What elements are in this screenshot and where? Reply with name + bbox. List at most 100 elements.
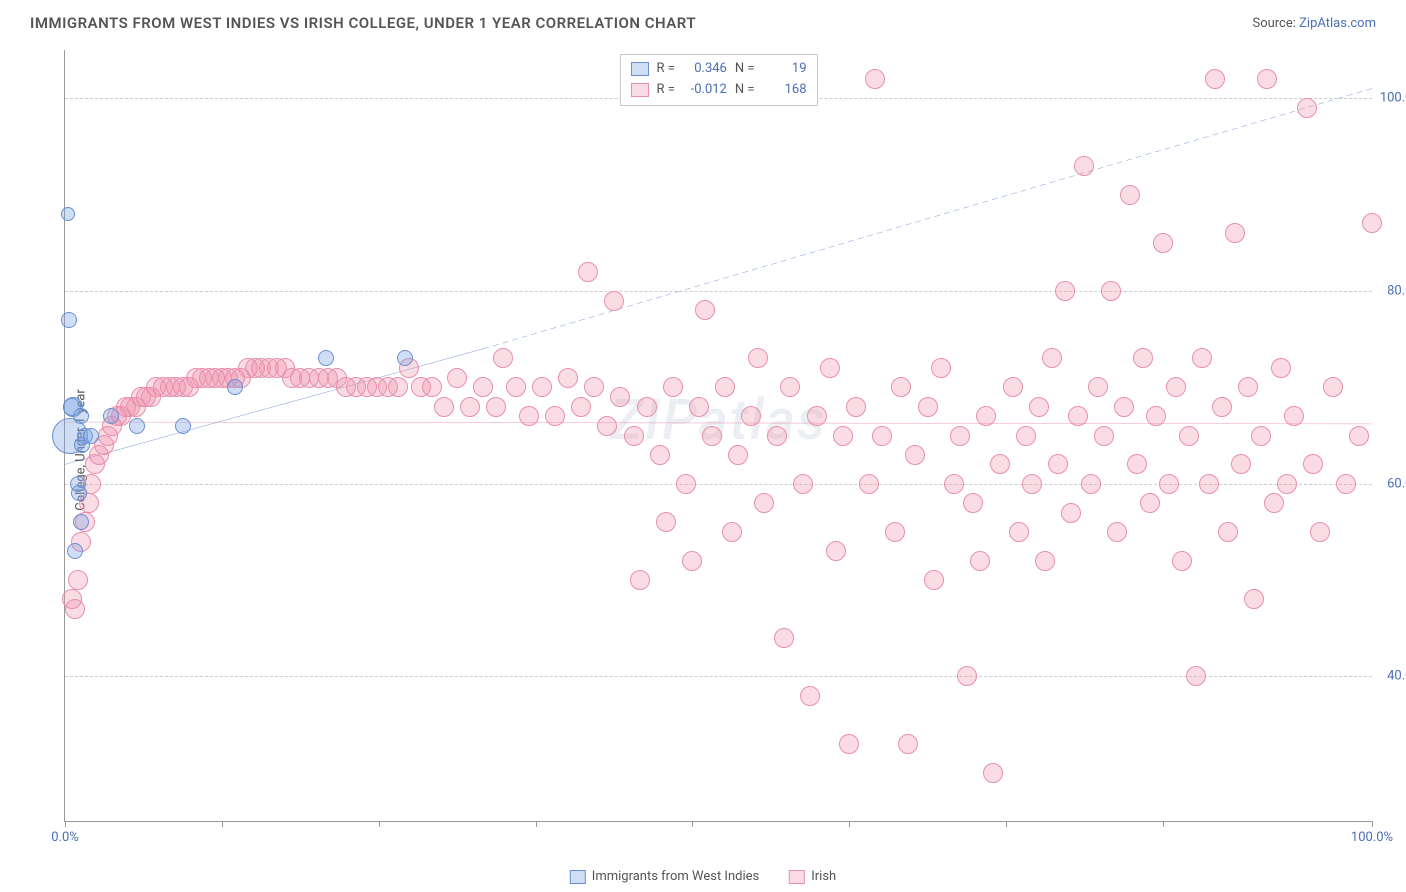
data-point xyxy=(800,686,820,706)
data-point xyxy=(970,551,990,571)
data-point xyxy=(1238,377,1258,397)
data-point xyxy=(1192,348,1212,368)
data-point xyxy=(630,570,650,590)
data-point xyxy=(963,493,983,513)
data-point xyxy=(1120,185,1140,205)
data-point xyxy=(519,406,539,426)
data-point xyxy=(65,599,85,619)
data-point xyxy=(597,416,617,436)
legend-swatch-series1 xyxy=(570,870,586,884)
data-point xyxy=(637,397,657,417)
data-point xyxy=(728,445,748,465)
x-tick xyxy=(536,821,537,827)
x-tick xyxy=(1163,821,1164,827)
data-point xyxy=(175,418,191,434)
x-tick-label: 100.0% xyxy=(1351,830,1393,845)
data-point xyxy=(656,512,676,532)
data-point xyxy=(103,408,119,424)
data-point xyxy=(506,377,526,397)
data-point xyxy=(695,300,715,320)
data-point xyxy=(61,312,77,328)
data-point xyxy=(872,426,892,446)
data-point xyxy=(422,377,442,397)
swatch-series1 xyxy=(630,62,648,76)
n-label: N = xyxy=(735,80,755,101)
data-point xyxy=(1088,377,1108,397)
data-point xyxy=(610,387,630,407)
r-value-series1: 0.346 xyxy=(683,59,727,80)
legend-label-series1: Immigrants from West Indies xyxy=(592,869,759,884)
data-point xyxy=(68,570,88,590)
data-point xyxy=(976,406,996,426)
data-point xyxy=(1140,493,1160,513)
data-point xyxy=(846,397,866,417)
data-point xyxy=(650,445,670,465)
data-point xyxy=(1257,69,1277,89)
r-label: R = xyxy=(656,59,674,80)
data-point xyxy=(1042,348,1062,368)
data-point xyxy=(1101,281,1121,301)
data-point xyxy=(61,207,75,221)
x-tick-label: 0.0% xyxy=(51,830,79,845)
legend-swatch-series2 xyxy=(789,870,805,884)
data-point xyxy=(493,348,513,368)
source-link[interactable]: ZipAtlas.com xyxy=(1299,16,1376,31)
data-point xyxy=(1035,551,1055,571)
data-point xyxy=(944,474,964,494)
data-point xyxy=(859,474,879,494)
data-point xyxy=(1297,98,1317,118)
data-point xyxy=(129,418,145,434)
data-point xyxy=(1179,426,1199,446)
r-label: R = xyxy=(656,80,674,101)
swatch-series2 xyxy=(630,83,648,97)
data-point xyxy=(1271,358,1291,378)
data-point xyxy=(1061,503,1081,523)
data-point xyxy=(1081,474,1101,494)
data-point xyxy=(891,377,911,397)
data-point xyxy=(1199,474,1219,494)
stats-legend: R = 0.346 N = 19 R = -0.012 N = 168 xyxy=(619,54,817,106)
data-point xyxy=(839,734,859,754)
data-point xyxy=(950,426,970,446)
data-point xyxy=(918,397,938,417)
data-point xyxy=(624,426,644,446)
data-point xyxy=(748,348,768,368)
data-point xyxy=(885,522,905,542)
n-label: N = xyxy=(735,59,755,80)
data-point xyxy=(1127,454,1147,474)
n-value-series2: 168 xyxy=(763,80,807,101)
data-point xyxy=(807,406,827,426)
series-legend: Immigrants from West Indies Irish xyxy=(570,869,836,884)
y-tick-label: 40.0% xyxy=(1378,669,1406,684)
data-point xyxy=(1225,223,1245,243)
data-point xyxy=(898,734,918,754)
data-point xyxy=(1074,156,1094,176)
y-tick-label: 100.0% xyxy=(1378,91,1406,106)
data-point xyxy=(1016,426,1036,446)
data-point xyxy=(820,358,840,378)
data-point xyxy=(1336,474,1356,494)
n-value-series1: 19 xyxy=(763,59,807,80)
data-point xyxy=(983,763,1003,783)
data-point xyxy=(1186,666,1206,686)
data-point xyxy=(715,377,735,397)
data-point xyxy=(741,406,761,426)
data-point xyxy=(388,377,408,397)
data-point xyxy=(663,377,683,397)
data-point xyxy=(397,350,413,366)
data-point xyxy=(682,551,702,571)
data-point xyxy=(1068,406,1088,426)
x-tick xyxy=(379,821,380,827)
data-point xyxy=(1048,454,1068,474)
data-point xyxy=(486,397,506,417)
data-point xyxy=(227,379,243,395)
data-point xyxy=(1251,426,1271,446)
legend-label-series2: Irish xyxy=(811,869,836,884)
data-point xyxy=(754,493,774,513)
data-point xyxy=(83,428,99,444)
source-attribution: Source: ZipAtlas.com xyxy=(1252,16,1376,31)
x-tick xyxy=(849,821,850,827)
data-point xyxy=(1172,551,1192,571)
chart-header: IMMIGRANTS FROM WEST INDIES VS IRISH COL… xyxy=(0,0,1406,38)
data-point xyxy=(434,397,454,417)
